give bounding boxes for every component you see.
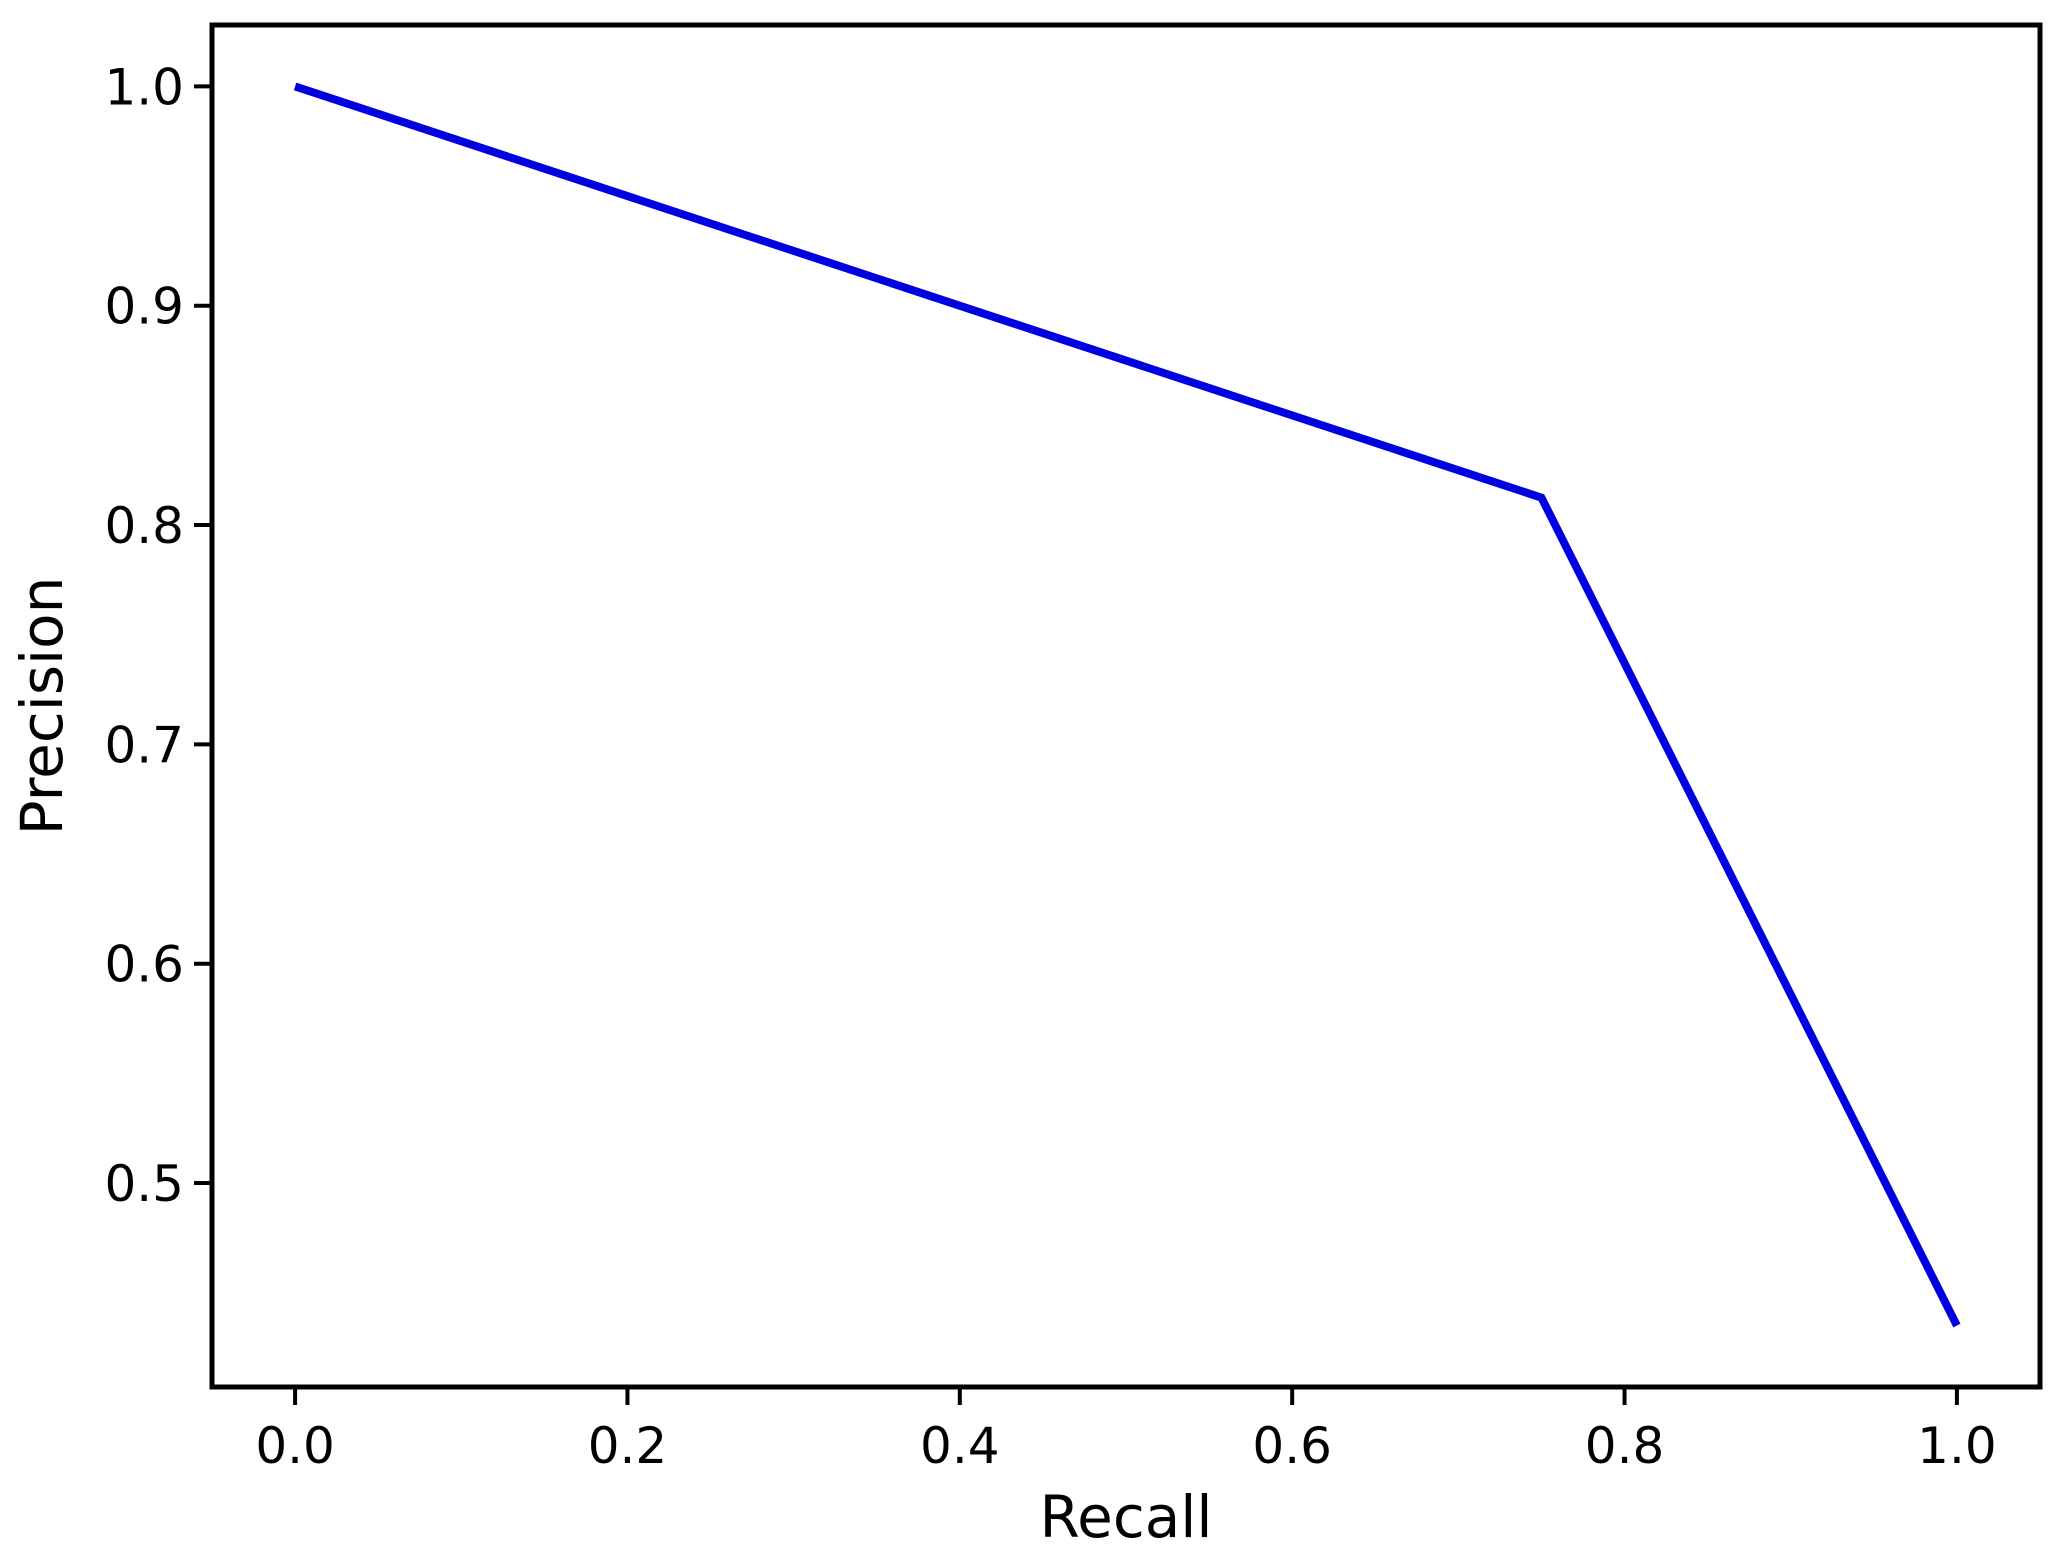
x-axis-ticks: 0.0 0.2 0.4 0.6 0.8 1.0 <box>255 1387 1997 1475</box>
precision-recall-line <box>293 82 1961 1328</box>
y-axis-ticks: 0.5 0.6 0.7 0.8 0.9 1.0 <box>104 58 212 1213</box>
y-tick-label: 0.9 <box>104 278 184 336</box>
x-tick-label: 1.0 <box>1917 1417 1997 1475</box>
x-tick-label: 0.4 <box>920 1417 1000 1475</box>
plot-border <box>209 22 2043 1390</box>
y-tick-label: 0.5 <box>104 1155 184 1213</box>
x-tick-label: 0.2 <box>588 1417 668 1475</box>
y-tick-label: 0.6 <box>104 936 184 994</box>
y-tick-label: 0.7 <box>104 716 184 774</box>
y-tick-label: 1.0 <box>104 58 184 116</box>
x-tick-label: 0.0 <box>255 1417 335 1475</box>
x-tick-label: 0.6 <box>1252 1417 1332 1475</box>
x-tick-label: 0.8 <box>1585 1417 1665 1475</box>
plot-area <box>212 25 2040 1387</box>
x-axis-label: Recall <box>1039 1483 1212 1550</box>
y-axis-label: Precision <box>8 577 76 836</box>
y-tick-label: 0.8 <box>104 497 184 555</box>
